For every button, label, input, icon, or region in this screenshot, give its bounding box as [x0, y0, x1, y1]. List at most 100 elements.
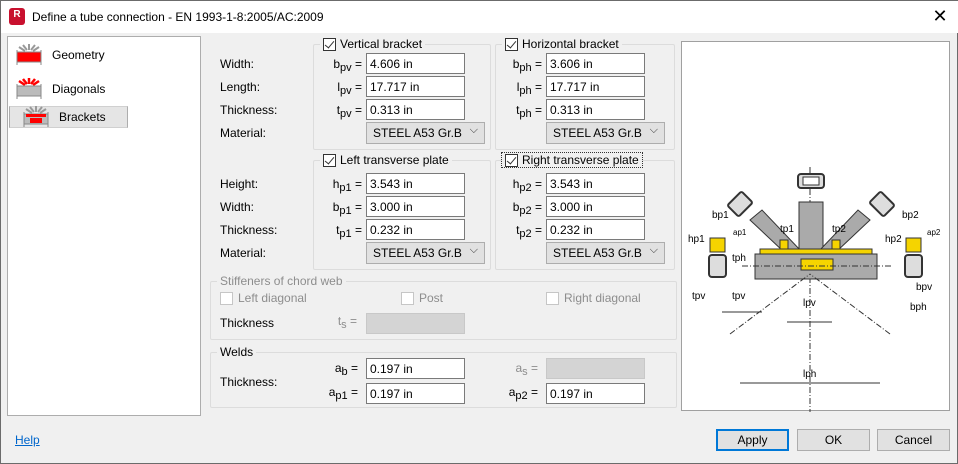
nav-list: Geometry Diagonals Brackets: [7, 36, 201, 416]
stiffeners-group: Stiffeners of chord web: [210, 274, 677, 340]
material-label: Material:: [220, 246, 267, 260]
chevron-down-icon: ⌵: [649, 124, 658, 136]
horizontal-material-select[interactable]: STEEL A53 Gr.B ⌵: [546, 122, 665, 144]
bpv-input[interactable]: [366, 53, 465, 74]
svg-text:tp2: tp2: [832, 224, 846, 235]
bph-input[interactable]: [546, 53, 645, 74]
geometry-icon: [16, 44, 42, 65]
ts-symbol: ts =: [337, 314, 357, 331]
material-label: Material:: [220, 126, 267, 140]
close-button[interactable]: ✕: [932, 6, 948, 26]
checkbox[interactable]: [323, 153, 336, 167]
svg-text:bp2: bp2: [902, 210, 919, 221]
left-plate-material-select[interactable]: STEEL A53 Gr.B ⌵: [366, 242, 485, 264]
length-label: Length:: [220, 80, 261, 94]
window-title: Define a tube connection - EN 1993-1-8:2…: [32, 10, 324, 24]
svg-text:ap1: ap1: [733, 228, 747, 237]
chevron-down-icon: ⌵: [649, 244, 658, 256]
diagonals-icon: [16, 78, 42, 99]
right-plate-material-select[interactable]: STEEL A53 Gr.B ⌵: [546, 242, 665, 264]
width-label: Width:: [220, 200, 255, 214]
hp1-input[interactable]: [366, 173, 465, 194]
tp2-input[interactable]: [546, 219, 645, 240]
right-plate-toggle[interactable]: Right transverse plate: [501, 152, 643, 168]
nav-item-geometry[interactable]: Geometry: [9, 38, 199, 72]
checkbox[interactable]: [505, 37, 518, 51]
bph-symbol: bph =: [512, 57, 542, 74]
group-title: Left transverse plate: [340, 153, 449, 167]
svg-text:hp2: hp2: [885, 234, 902, 245]
svg-text:bpv: bpv: [916, 282, 932, 293]
width-label: Width:: [220, 57, 255, 71]
checkbox[interactable]: [323, 37, 336, 51]
help-link[interactable]: Help: [15, 433, 40, 447]
bpv-symbol: bpv =: [333, 57, 362, 74]
tph-symbol: tph =: [516, 103, 542, 120]
apply-button[interactable]: Apply: [716, 429, 789, 451]
hp2-symbol: hp2 =: [512, 177, 542, 194]
svg-text:tpv: tpv: [732, 291, 745, 302]
nav-item-label: Geometry: [52, 48, 105, 62]
app-icon: R: [9, 8, 25, 25]
stiffener-thickness-label: Thickness: [220, 316, 275, 330]
ts-input[interactable]: [366, 313, 465, 334]
ap1-symbol: ap1 =: [328, 385, 358, 402]
ap2-input[interactable]: [546, 383, 645, 404]
nav-item-label: Diagonals: [52, 82, 106, 96]
nav-item-brackets[interactable]: Brackets: [9, 106, 128, 128]
right-plate-group: Right transverse plate: [495, 152, 675, 270]
diagram-drawing: [708, 167, 923, 412]
thickness-label: Thickness:: [220, 103, 278, 117]
nav-item-diagonals[interactable]: Diagonals: [9, 72, 199, 106]
group-title: Stiffeners of chord web: [217, 274, 346, 288]
vertical-material-select[interactable]: STEEL A53 Gr.B ⌵: [366, 122, 485, 144]
tph-input[interactable]: [546, 99, 645, 120]
lpv-symbol: lpv =: [337, 80, 362, 97]
group-title: Horizontal bracket: [522, 37, 619, 51]
svg-text:tpv: tpv: [692, 291, 705, 302]
svg-text:lpv: lpv: [803, 298, 816, 309]
right-diagonal-checkbox[interactable]: Right diagonal: [546, 291, 641, 305]
ab-input[interactable]: [366, 358, 465, 379]
chevron-down-icon: ⌵: [469, 124, 478, 136]
group-title: Right transverse plate: [522, 153, 639, 167]
thickness-label: Thickness:: [220, 223, 278, 237]
left-plate-group: Left transverse plate: [313, 153, 491, 270]
svg-text:ap2: ap2: [927, 228, 941, 237]
vertical-bracket-group: Vertical bracket: [313, 37, 491, 150]
hp2-input[interactable]: [546, 173, 645, 194]
post-checkbox[interactable]: Post: [401, 291, 443, 305]
connection-diagram: bp1 hp1 ap1 tp1 tp2 bp2 hp2 ap2 tph tpv …: [681, 41, 950, 412]
chevron-down-icon: ⌵: [469, 244, 478, 256]
tpv-symbol: tpv =: [336, 103, 362, 120]
diagram-labels: bp1 hp1 ap1 tp1 tp2 bp2 hp2 ap2 tph tpv …: [688, 210, 941, 380]
tp2-symbol: tp2 =: [516, 223, 542, 240]
group-title: Vertical bracket: [340, 37, 423, 51]
checkbox[interactable]: [505, 153, 518, 167]
left-diagonal-checkbox[interactable]: Left diagonal: [220, 291, 307, 305]
lph-input[interactable]: [546, 76, 645, 97]
tp1-symbol: tp1 =: [336, 223, 362, 240]
tp1-input[interactable]: [366, 219, 465, 240]
left-plate-toggle[interactable]: Left transverse plate: [320, 153, 452, 167]
ab-symbol: ab =: [334, 361, 358, 378]
horizontal-bracket-group: Horizontal bracket: [495, 37, 675, 150]
lpv-input[interactable]: [366, 76, 465, 97]
tpv-input[interactable]: [366, 99, 465, 120]
ap1-input[interactable]: [366, 383, 465, 404]
brackets-icon: [23, 106, 49, 127]
as-input[interactable]: [546, 358, 645, 379]
bp2-input[interactable]: [546, 196, 645, 217]
cancel-button[interactable]: Cancel: [877, 429, 950, 451]
vertical-bracket-toggle[interactable]: Vertical bracket: [320, 37, 426, 51]
bp1-input[interactable]: [366, 196, 465, 217]
svg-text:tph: tph: [732, 253, 746, 264]
group-title: Welds: [217, 345, 257, 359]
as-symbol: as =: [515, 361, 538, 378]
bp1-symbol: bp1 =: [332, 200, 362, 217]
lph-symbol: lph =: [516, 80, 542, 97]
svg-text:hp1: hp1: [688, 234, 705, 245]
ap2-symbol: ap2 =: [508, 385, 538, 402]
horizontal-bracket-toggle[interactable]: Horizontal bracket: [502, 37, 622, 51]
ok-button[interactable]: OK: [797, 429, 870, 451]
